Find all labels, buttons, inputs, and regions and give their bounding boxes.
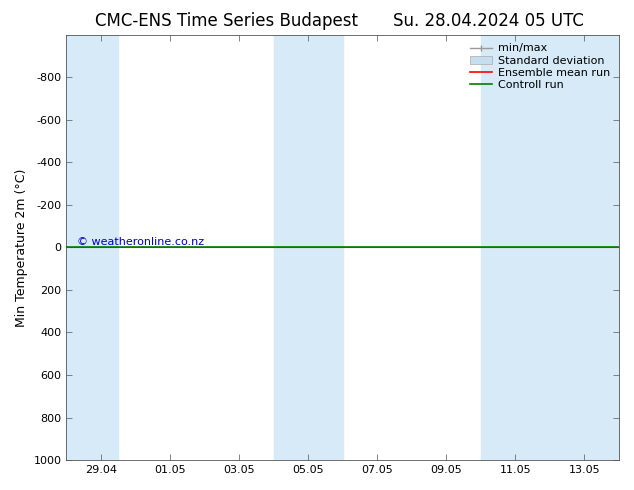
Bar [67, 35, 118, 460]
Bar [274, 35, 343, 460]
Text: CMC-ENS Time Series Budapest: CMC-ENS Time Series Budapest [95, 12, 358, 30]
Legend: min/max, Standard deviation, Ensemble mean run, Controll run: min/max, Standard deviation, Ensemble me… [467, 40, 614, 94]
Text: © weatheronline.co.nz: © weatheronline.co.nz [77, 237, 205, 246]
Bar [481, 35, 619, 460]
Text: Su. 28.04.2024 05 UTC: Su. 28.04.2024 05 UTC [393, 12, 584, 30]
Y-axis label: Min Temperature 2m (°C): Min Temperature 2m (°C) [15, 168, 28, 326]
